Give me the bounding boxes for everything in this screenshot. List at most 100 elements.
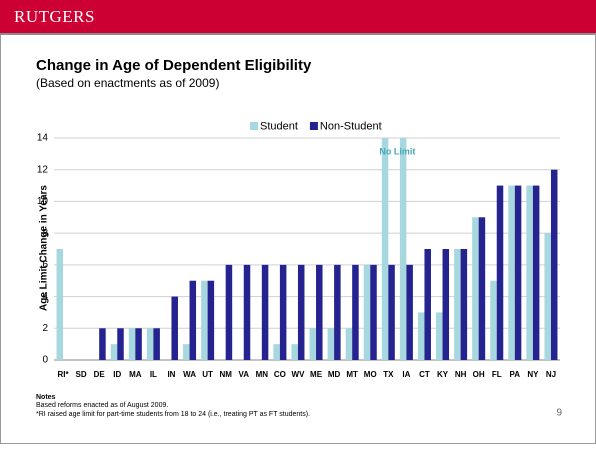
note-line: Based reforms enacted as of August 2009.: [36, 402, 168, 409]
header-bar: [0, 0, 596, 33]
bar: [352, 264, 359, 360]
bar: [381, 138, 389, 360]
bar: [316, 264, 323, 360]
bar: [99, 328, 106, 360]
y-tick-label: 4: [42, 291, 48, 302]
bar: [388, 264, 395, 360]
bar: [334, 264, 341, 360]
chart-subtitle: (Based on enactments as of 2009): [36, 76, 219, 90]
header-rule: [0, 33, 596, 35]
bar: [225, 264, 233, 360]
x-tick-label: MD: [328, 370, 341, 379]
x-tick-label: KY: [437, 370, 449, 379]
bar: [135, 328, 142, 360]
legend-label: Student: [260, 120, 298, 132]
page-number: 9: [556, 408, 562, 419]
bar: [508, 185, 515, 360]
x-tick-label: NM: [219, 370, 232, 379]
x-tick-label: CO: [274, 370, 286, 379]
bar: [183, 344, 190, 360]
y-tick-label: 12: [37, 164, 49, 175]
bar: [171, 296, 178, 360]
x-tick-label: OH: [473, 370, 485, 379]
x-tick-label: IN: [167, 370, 175, 379]
x-tick-label: TX: [383, 370, 394, 379]
bar: [526, 185, 533, 360]
bar: [424, 249, 431, 360]
x-tick-label: IA: [402, 370, 410, 379]
x-tick-label: WA: [183, 370, 196, 379]
bar: [128, 328, 136, 360]
y-tick-label: 8: [42, 228, 48, 239]
bar: [490, 280, 497, 360]
x-tick-label: MN: [256, 370, 269, 379]
x-tick-label: ME: [310, 370, 323, 379]
x-tick-label: IL: [150, 370, 157, 379]
bar: [417, 312, 425, 360]
x-tick-label: DE: [94, 370, 106, 379]
x-tick-label: ID: [113, 370, 121, 379]
bar: [309, 328, 317, 360]
y-tick-label: 10: [37, 196, 49, 207]
x-tick-label: NY: [527, 370, 539, 379]
y-tick-label: 6: [42, 259, 48, 270]
bar: [442, 249, 450, 360]
x-tick-label: NJ: [546, 370, 556, 379]
bar: [460, 249, 468, 360]
bar: [117, 328, 124, 360]
y-axis-label: Age Limit Change in Years: [39, 185, 50, 311]
bar: [153, 328, 160, 360]
x-tick-label: NH: [455, 370, 467, 379]
bar: [544, 233, 551, 360]
x-tick-label: MO: [364, 370, 377, 379]
bar: [201, 280, 208, 360]
bar: [261, 264, 269, 360]
x-tick-label: MA: [129, 370, 142, 379]
bar: [496, 185, 504, 360]
bar: [472, 217, 479, 360]
bar: [370, 264, 377, 360]
x-tick-label: WV: [292, 370, 306, 379]
bar: [406, 264, 413, 360]
chart-title: Change in Age of Dependent Eligibility: [36, 57, 312, 74]
bar: [478, 217, 486, 360]
legend-swatch: [250, 122, 258, 130]
bar: [146, 328, 154, 360]
notes-heading: Notes: [36, 394, 56, 401]
x-tick-label: UT: [202, 370, 213, 379]
bar: [399, 138, 407, 360]
y-tick-label: 0: [42, 355, 48, 366]
legend-swatch: [309, 122, 318, 130]
annotation: No Limit: [379, 146, 415, 156]
x-tick-label: PA: [510, 370, 521, 379]
bar: [56, 249, 64, 360]
bar: [243, 264, 251, 360]
legend-label: Non-Student: [320, 120, 382, 132]
x-tick-label: FL: [492, 370, 502, 379]
y-tick-label: 2: [42, 323, 48, 334]
bar: [454, 249, 461, 360]
logo: RUTGERS: [14, 7, 95, 26]
bar: [110, 344, 118, 360]
bar: [363, 264, 371, 360]
bar: [297, 264, 305, 360]
bar: [550, 169, 558, 360]
bar: [273, 344, 280, 360]
x-tick-label: VA: [238, 370, 249, 379]
bar: [436, 312, 443, 360]
x-tick-label: SD: [76, 370, 87, 379]
y-tick-label: 14: [37, 133, 49, 144]
bar: [532, 185, 540, 360]
x-tick-label: RI*: [57, 370, 69, 379]
bar: [345, 328, 353, 360]
x-tick-label: MT: [346, 370, 358, 379]
bar: [291, 344, 298, 360]
x-tick-label: CT: [419, 370, 430, 379]
bar: [514, 185, 522, 360]
bar: [327, 328, 335, 360]
bar: [189, 280, 197, 360]
bar: [207, 280, 215, 360]
bar: [279, 264, 287, 360]
